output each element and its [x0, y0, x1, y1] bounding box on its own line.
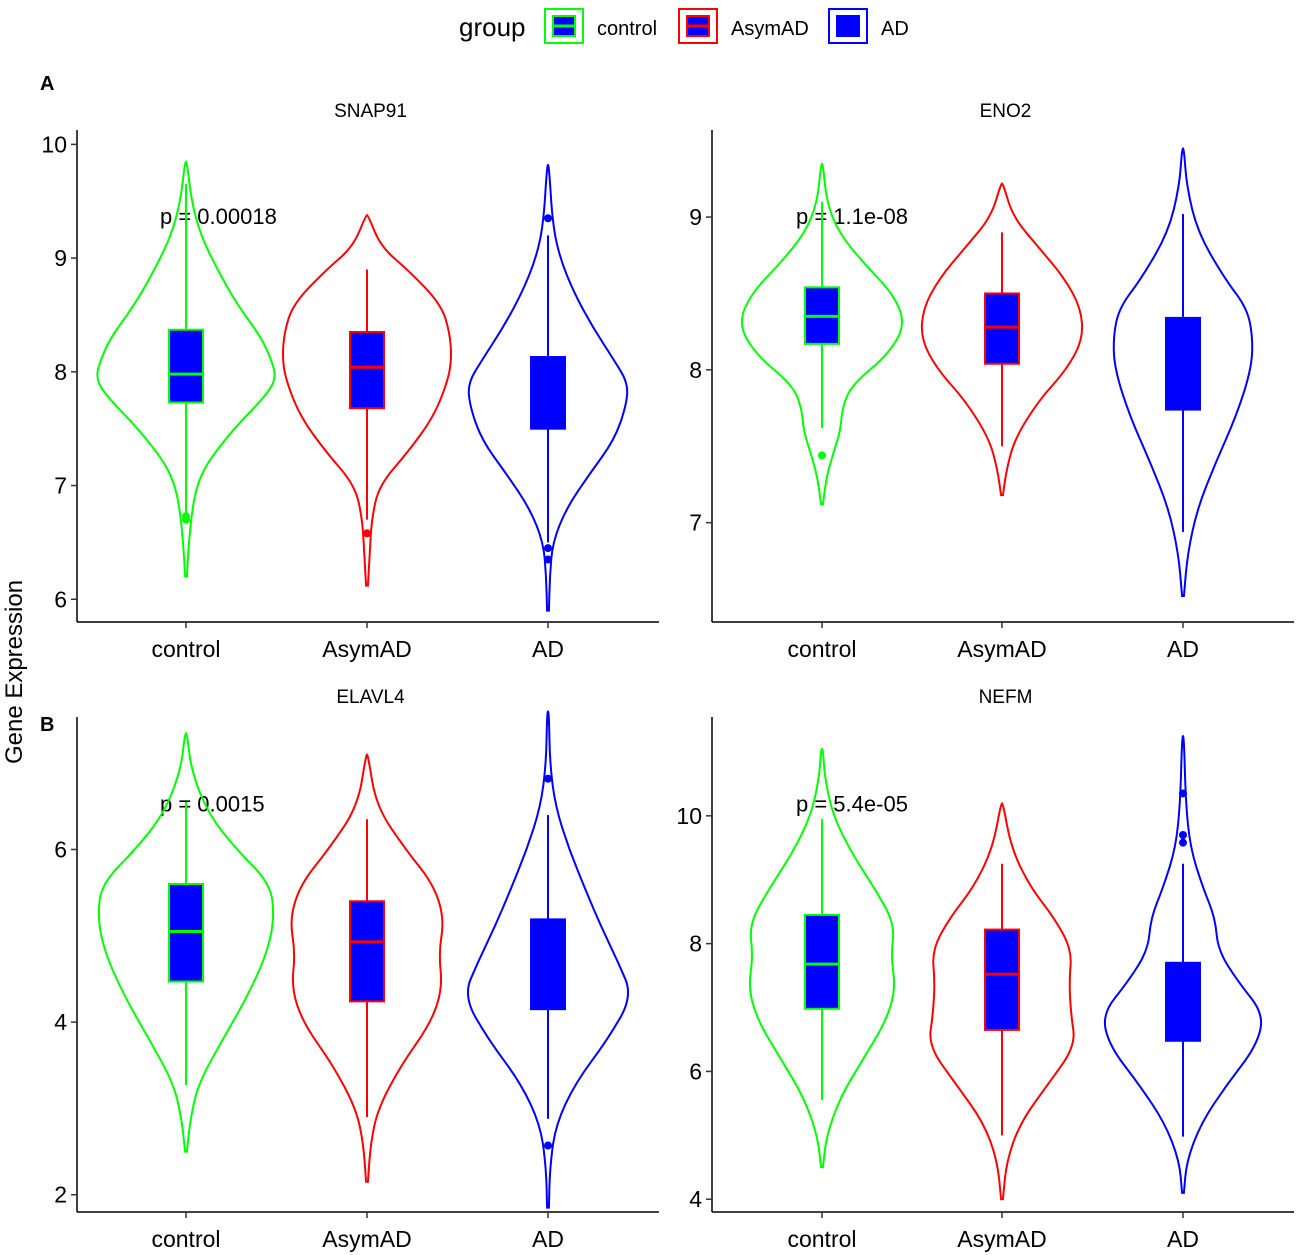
p-value-label: p = 0.00018 [160, 204, 277, 229]
y-tick-label: 8 [689, 357, 702, 383]
x-tick-label-asymad: AsymAD [957, 1226, 1046, 1252]
y-tick-label: 6 [689, 1058, 702, 1084]
box-ad [1165, 961, 1201, 1042]
y-tick-label: 8 [689, 931, 702, 957]
y-tick-label: 8 [54, 359, 67, 385]
panel-snap91: SNAP91 6 7 8 9 10 control AsymAD AD p = 0.00018 [41, 101, 659, 662]
y-tick-label: 6 [54, 586, 67, 612]
panel-title-snap91: SNAP91 [334, 101, 407, 122]
legend-label-ad: AD [881, 18, 909, 40]
x-tick-label-control: control [787, 636, 856, 662]
y-tick-label: 7 [54, 473, 67, 499]
y-tick-label: 10 [676, 803, 702, 829]
legend: group control AsymAD AD [459, 8, 909, 44]
x-tick-label-control: control [151, 1226, 220, 1252]
box-ad [530, 356, 566, 430]
panel-elavl4: ELAVL4 2 4 6 control AsymAD AD p = 0.0015 [54, 687, 659, 1252]
box-control [804, 913, 840, 1010]
p-value-label: p = 0.0015 [160, 792, 265, 817]
outlier-ad [544, 774, 552, 783]
violin-asymad [290, 753, 444, 1183]
x-tick-label-asymad: AsymAD [957, 636, 1046, 662]
box-asymad [984, 928, 1020, 1031]
y-axis-label: Gene Expression [1, 580, 28, 764]
outlier-control [818, 451, 826, 460]
violin-control [97, 731, 275, 1153]
outlier-ad [544, 214, 552, 223]
violin-asymad [282, 213, 452, 587]
x-tick-label-ad: AD [532, 636, 564, 662]
y-tick-label: 6 [54, 836, 67, 862]
outlier-ad [544, 555, 552, 564]
y-tick-label: 7 [689, 510, 702, 536]
violin-ad [1103, 734, 1263, 1194]
y-tick-label: 4 [689, 1186, 702, 1212]
outlier-ad [544, 544, 552, 553]
x-tick-label-control: control [151, 636, 220, 662]
panel-title-eno2: ENO2 [980, 101, 1032, 122]
outlier-ad [1179, 831, 1187, 840]
x-tick-label-ad: AD [1167, 636, 1199, 662]
y-tick-label: 2 [54, 1182, 67, 1208]
legend-key-box-ad [836, 15, 860, 37]
violin-ad [466, 710, 630, 1209]
violin-asymad [929, 802, 1075, 1201]
panel-label-a: A [40, 73, 54, 95]
panel-label-b: B [40, 714, 54, 736]
p-value-label: p = 1.1e-08 [796, 204, 908, 229]
legend-key-control [544, 8, 584, 44]
outlier-ad [1179, 838, 1187, 847]
violin-ad [1112, 147, 1254, 598]
outlier-ad [544, 1141, 552, 1150]
violin-control [741, 162, 903, 506]
x-tick-label-asymad: AsymAD [322, 636, 411, 662]
panel-title-elavl4: ELAVL4 [336, 687, 405, 708]
box-asymad [349, 900, 385, 1003]
violin-ad [467, 163, 629, 612]
box-ad [530, 918, 566, 1011]
box-control [168, 328, 204, 404]
violin-control [748, 747, 896, 1169]
outlier-asymad [363, 529, 371, 538]
x-tick-label-asymad: AsymAD [322, 1226, 411, 1252]
box-asymad [984, 292, 1020, 365]
panel-eno2: ENO2 7 8 9 control AsymAD AD p = 1.1e-08 [689, 101, 1294, 662]
y-tick-label: 10 [41, 131, 67, 157]
x-tick-label-ad: AD [532, 1226, 564, 1252]
panel-title-nefm: NEFM [979, 687, 1033, 708]
violin-asymad [920, 182, 1084, 497]
x-tick-label-ad: AD [1167, 1226, 1199, 1252]
outlier-control [182, 512, 190, 521]
y-tick-label: 9 [689, 204, 702, 230]
y-tick-label: 9 [54, 245, 67, 271]
legend-title: group [459, 12, 526, 42]
outlier-ad [1179, 789, 1187, 798]
legend-label-asymad: AsymAD [731, 18, 809, 40]
legend-label-control: control [597, 18, 657, 40]
violin-control [96, 160, 276, 578]
box-asymad [349, 331, 385, 410]
box-ad [1165, 316, 1201, 411]
x-tick-label-control: control [787, 1226, 856, 1252]
y-tick-label: 4 [54, 1009, 67, 1035]
